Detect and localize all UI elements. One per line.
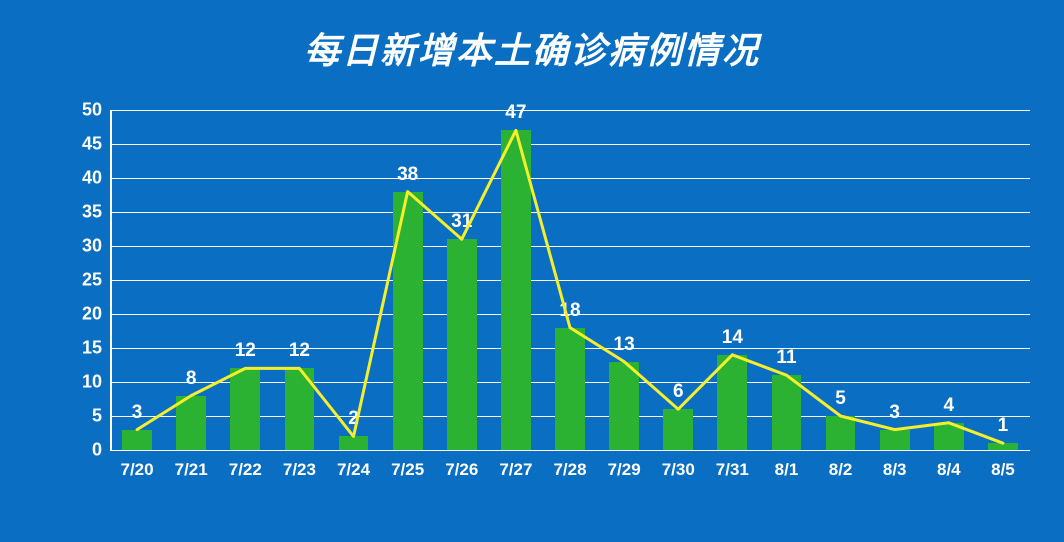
x-tick-label: 8/5 (991, 460, 1015, 480)
x-tick-label: 7/30 (662, 460, 695, 480)
y-tick-label: 15 (60, 338, 102, 359)
y-tick-label: 40 (60, 168, 102, 189)
plot-area: 0510152025303540455037/2087/21127/22127/… (110, 110, 1030, 450)
trend-line (110, 110, 1030, 450)
x-tick-label: 7/21 (175, 460, 208, 480)
y-tick-label: 50 (60, 100, 102, 121)
chart-title: 每日新增本土确诊病例情况 (0, 22, 1064, 74)
y-tick-label: 30 (60, 236, 102, 257)
x-tick-label: 8/4 (937, 460, 961, 480)
x-tick-label: 7/20 (121, 460, 154, 480)
x-tick-label: 7/29 (608, 460, 641, 480)
y-tick-label: 0 (60, 440, 102, 461)
x-tick-label: 7/27 (499, 460, 532, 480)
x-tick-label: 8/1 (775, 460, 799, 480)
y-tick-label: 45 (60, 134, 102, 155)
x-tick-label: 8/3 (883, 460, 907, 480)
y-tick-label: 5 (60, 406, 102, 427)
x-tick-label: 8/2 (829, 460, 853, 480)
daily-cases-chart: 每日新增本土确诊病例情况 0510152025303540455037/2087… (0, 0, 1064, 542)
x-tick-label: 7/25 (391, 460, 424, 480)
x-tick-label: 7/28 (553, 460, 586, 480)
grid-line (110, 450, 1030, 451)
y-tick-label: 25 (60, 270, 102, 291)
x-tick-label: 7/23 (283, 460, 316, 480)
x-tick-label: 7/24 (337, 460, 370, 480)
y-tick-label: 10 (60, 372, 102, 393)
x-tick-label: 7/31 (716, 460, 749, 480)
x-tick-label: 7/22 (229, 460, 262, 480)
y-tick-label: 35 (60, 202, 102, 223)
x-tick-label: 7/26 (445, 460, 478, 480)
y-tick-label: 20 (60, 304, 102, 325)
